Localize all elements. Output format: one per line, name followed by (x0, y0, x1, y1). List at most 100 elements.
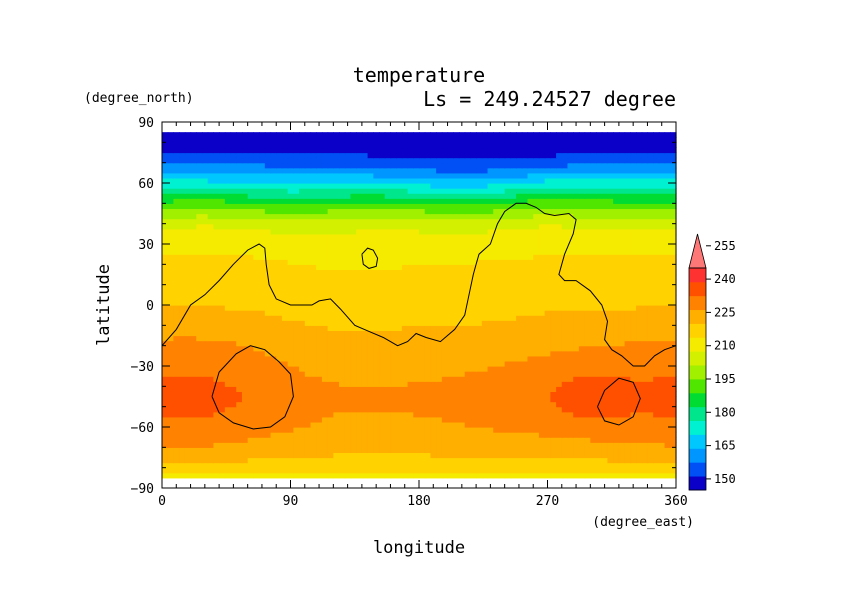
field-cell (504, 432, 511, 438)
field-cell (424, 376, 432, 382)
field-cell (590, 386, 597, 393)
field-cell (281, 213, 289, 220)
field-cell (430, 427, 437, 433)
field-cell (464, 223, 471, 230)
field-cell (647, 244, 654, 250)
field-cell (184, 198, 192, 204)
field-cell (493, 233, 500, 240)
field-cell (396, 452, 403, 459)
field-cell (390, 371, 397, 377)
field-cell (162, 437, 169, 443)
field-cell (504, 421, 511, 428)
field-cell (601, 447, 609, 454)
field-cell (407, 371, 414, 377)
field-cell (270, 462, 277, 469)
field-cell (179, 371, 186, 377)
field-cell (207, 340, 214, 347)
field-cell (430, 294, 437, 301)
field-cell (561, 208, 569, 215)
field-cell (236, 274, 243, 281)
field-cell (321, 310, 329, 316)
field-cell (179, 467, 186, 474)
field-cell (379, 335, 386, 342)
field-cell (493, 396, 500, 403)
field-cell (361, 330, 369, 337)
field-cell (601, 208, 609, 215)
field-cell (281, 274, 289, 281)
field-cell (481, 330, 489, 337)
field-cell (464, 294, 471, 301)
field-cell (447, 355, 454, 362)
field-cell (270, 213, 277, 220)
field-cell (373, 391, 380, 398)
field-cell (516, 447, 523, 454)
field-cell (653, 462, 660, 469)
field-cell (276, 213, 283, 220)
field-cell (538, 411, 546, 418)
field-cell (647, 335, 654, 342)
field-cell (476, 411, 483, 418)
field-cell (230, 335, 237, 342)
field-cell (453, 416, 460, 423)
field-cell (356, 335, 363, 342)
field-cell (481, 228, 489, 235)
field-cell (224, 396, 232, 403)
field-cell (401, 371, 409, 377)
field-cell (504, 223, 511, 230)
field-cell (407, 462, 414, 469)
field-cell (264, 355, 272, 362)
field-cell (401, 345, 409, 352)
field-cell (236, 472, 243, 479)
field-cell (201, 198, 209, 204)
field-cell (641, 325, 649, 332)
field-cell (476, 442, 483, 448)
field-cell (556, 238, 563, 245)
field-cell (316, 254, 323, 260)
field-cell (207, 269, 214, 276)
field-cell (299, 228, 306, 235)
field-cell (253, 345, 260, 352)
field-cell (578, 340, 586, 347)
field-cell (350, 391, 357, 398)
field-cell (270, 259, 277, 265)
field-cell (162, 249, 169, 255)
field-cell (219, 396, 226, 403)
field-cell (316, 457, 323, 464)
field-cell (310, 279, 317, 286)
field-cell (287, 406, 294, 413)
field-cell (561, 325, 569, 332)
field-cell (259, 401, 266, 408)
field-cell (264, 411, 272, 418)
field-cell (367, 427, 374, 433)
field-cell (259, 432, 266, 438)
field-cell (241, 462, 249, 469)
field-cell (167, 442, 175, 448)
field-cell (573, 218, 580, 225)
field-cell (270, 238, 277, 245)
field-cell (578, 244, 586, 250)
field-cell (407, 452, 414, 459)
field-cell (167, 238, 175, 245)
field-cell (401, 305, 409, 311)
field-cell (379, 238, 386, 245)
field-cell (287, 249, 294, 255)
field-cell (476, 416, 483, 423)
field-cell (310, 233, 317, 240)
field-cell (190, 330, 197, 337)
field-cell (561, 381, 569, 387)
field-cell (647, 472, 654, 479)
field-cell (607, 238, 614, 245)
field-cell (567, 447, 574, 454)
field-cell (458, 350, 466, 357)
field-cell (618, 299, 626, 306)
field-cell (504, 376, 511, 382)
field-cell (281, 442, 289, 448)
field-cell (264, 401, 272, 408)
field-cell (179, 355, 186, 362)
field-cell (356, 208, 363, 215)
field-cell (367, 345, 374, 352)
field-cell (304, 228, 312, 235)
field-cell (493, 376, 500, 382)
field-cell (470, 467, 477, 474)
field-cell (613, 452, 620, 459)
